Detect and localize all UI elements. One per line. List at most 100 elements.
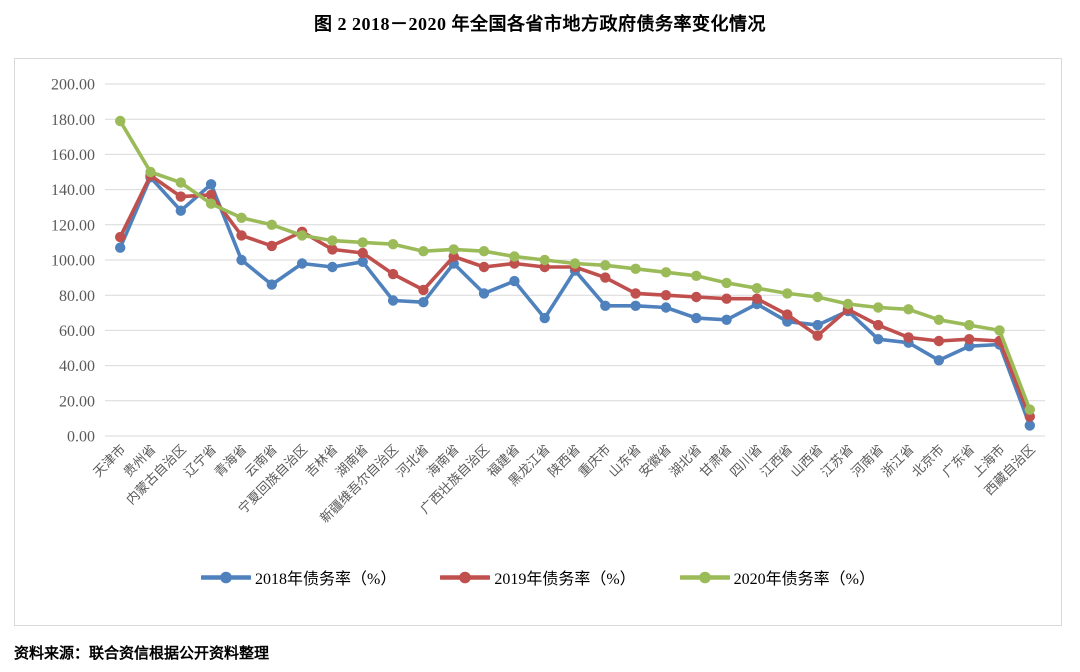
data-point-1-28 [964, 334, 975, 345]
legend-label: 2018年债务率（%） [254, 571, 397, 588]
data-point-2-21 [751, 283, 763, 294]
data-point-1-12 [478, 261, 490, 273]
data-point-2-18 [660, 267, 672, 278]
data-point-2-14 [539, 254, 550, 266]
data-point-0-5 [266, 279, 277, 290]
data-point-2-29 [994, 325, 1005, 336]
source-note: 资料来源：联合资信根据公开资料整理 [14, 646, 270, 662]
data-point-2-6 [296, 230, 308, 241]
legend: 2018年债务率（%） 2019年债务率（%） 2020年债务率（%） [15, 565, 1061, 589]
legend-marker-icon [200, 571, 251, 583]
data-point-1-18 [660, 290, 672, 301]
data-point-1-7 [327, 244, 338, 255]
y-axis-tick-label: 140.00 [51, 182, 95, 199]
x-axis-category-label: 江苏省 [818, 442, 856, 480]
y-axis-tick-label: 40.00 [59, 358, 95, 375]
chart-frame: 0.00 20.00 40.00 60.00 80.00 100.00 120.00 140.… [14, 58, 1062, 626]
data-point-2-13 [509, 251, 520, 262]
data-point-1-26 [903, 332, 914, 343]
x-axis-category-label: 山西省 [788, 442, 826, 480]
data-point-0-27 [933, 355, 945, 366]
data-point-0-6 [296, 258, 308, 269]
x-axis-category-label: 湖北省 [666, 442, 704, 480]
x-axis-category-label: 吉林省 [302, 442, 340, 480]
data-point-1-21 [751, 293, 763, 304]
data-point-1-3 [205, 189, 217, 201]
data-point-1-5 [266, 240, 277, 252]
data-point-0-12 [478, 288, 490, 299]
data-point-1-2 [175, 191, 186, 202]
data-point-2-27 [933, 314, 945, 325]
data-point-2-30 [1024, 404, 1035, 415]
data-point-2-23 [812, 291, 823, 303]
data-point-1-8 [357, 247, 368, 259]
x-axis-category-label: 安徽省 [636, 442, 674, 480]
y-axis-tick-label: 80.00 [59, 288, 95, 305]
data-point-1-27 [933, 335, 945, 347]
series-line-0 [118, 175, 1032, 428]
data-point-0-0 [115, 242, 126, 253]
y-axis-tick-label: 120.00 [51, 217, 95, 234]
x-axis-category-label: 北京市 [909, 442, 947, 480]
x-axis-category-label: 甘肃省 [697, 442, 735, 480]
y-axis-tick-label: 200.00 [51, 77, 95, 94]
legend-marker-icon [440, 571, 491, 583]
data-point-2-3 [205, 198, 217, 209]
data-point-0-10 [418, 297, 429, 308]
data-point-0-3 [205, 179, 217, 190]
legend-item-1: 2019年债务率（%） [440, 565, 636, 589]
y-axis-tick-label: 160.00 [51, 147, 95, 164]
data-point-1-25 [873, 319, 884, 331]
y-axis-tick-label: 100.00 [51, 253, 95, 270]
data-point-0-23 [812, 319, 823, 331]
data-point-2-4 [236, 212, 247, 223]
x-axis-category-label: 天津市 [90, 442, 128, 480]
data-point-2-24 [842, 298, 854, 310]
x-axis-category-label: 辽宁省 [181, 442, 219, 480]
data-point-1-4 [236, 230, 247, 241]
data-point-0-13 [509, 275, 520, 287]
data-point-1-23 [812, 330, 823, 341]
data-point-1-17 [630, 288, 641, 299]
data-point-1-9 [387, 268, 399, 280]
x-axis-category-label: 江西省 [757, 442, 795, 480]
data-point-2-22 [782, 288, 793, 299]
data-point-0-8 [357, 256, 368, 267]
data-point-0-9 [387, 295, 399, 306]
plot-area: 0.00 20.00 40.00 60.00 80.00 100.00 120.00 140.… [51, 77, 1045, 526]
data-point-0-25 [873, 334, 884, 345]
chart-title: 图 2 2018－2020 年全国各省市地方政府债务率变化情况 [314, 14, 766, 34]
data-point-2-26 [903, 304, 914, 315]
y-axis-tick-label: 60.00 [59, 323, 95, 340]
data-point-1-19 [691, 291, 702, 303]
data-point-0-7 [327, 261, 338, 273]
legend-item-0: 2018年债务率（%） [200, 565, 397, 589]
data-point-2-8 [357, 237, 368, 248]
data-point-2-9 [387, 239, 399, 250]
data-point-2-28 [964, 319, 975, 331]
data-point-0-17 [630, 300, 641, 311]
data-point-1-0 [115, 231, 126, 243]
data-point-2-0 [115, 115, 126, 127]
data-point-2-7 [327, 235, 338, 246]
x-axis-category-label: 浙江省 [878, 442, 916, 480]
data-point-2-11 [448, 244, 459, 255]
x-axis-category-label: 河北省 [393, 442, 431, 480]
data-point-0-4 [236, 254, 247, 266]
data-point-2-16 [600, 260, 611, 271]
data-point-1-22 [782, 309, 793, 320]
legend-marker-icon [679, 571, 730, 583]
data-point-2-25 [873, 302, 884, 313]
y-axis-tick-label: 20.00 [59, 393, 95, 410]
data-point-1-16 [600, 272, 611, 283]
data-point-2-17 [630, 263, 641, 274]
x-axis-category-label: 山东省 [606, 442, 644, 480]
data-point-0-19 [691, 312, 702, 324]
x-axis-category-label: 陕西省 [545, 442, 583, 480]
data-point-0-16 [600, 300, 611, 311]
data-point-0-2 [175, 205, 186, 216]
data-point-2-19 [691, 270, 702, 281]
data-point-0-18 [660, 302, 672, 313]
data-point-0-20 [721, 314, 732, 325]
